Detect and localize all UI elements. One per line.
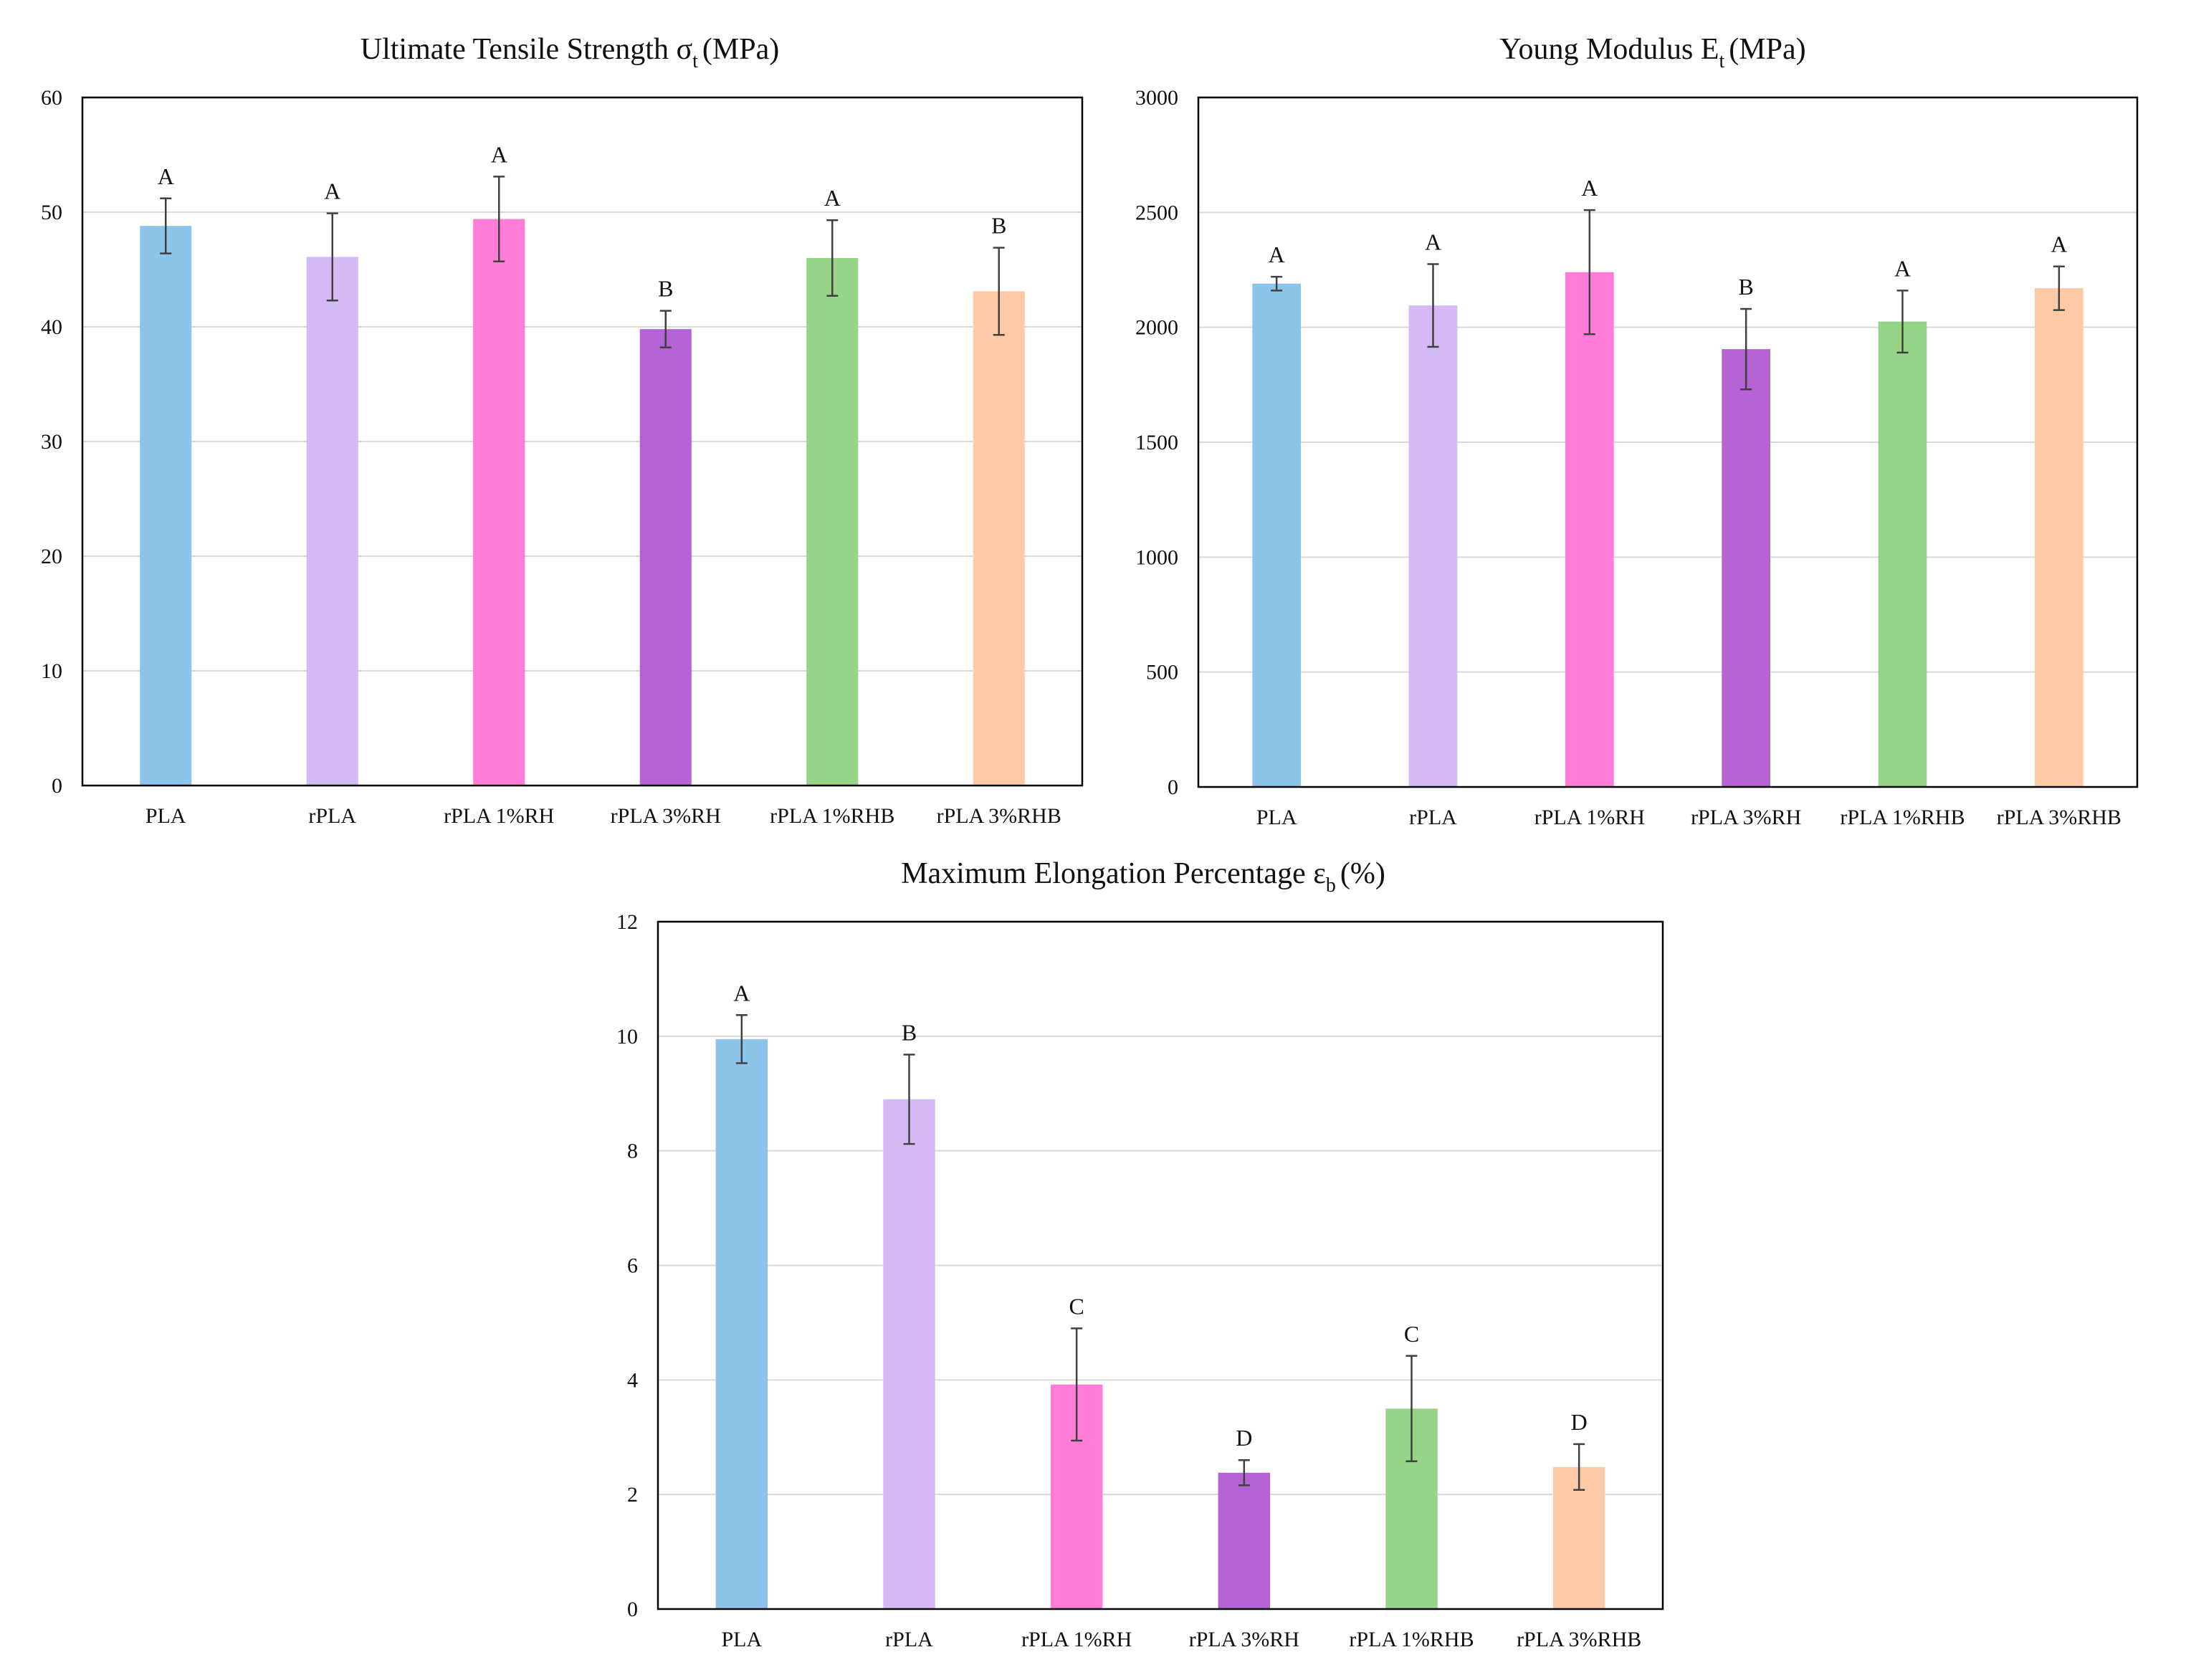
y-tick-label: 0 bbox=[52, 774, 62, 798]
y-tick-label: 2000 bbox=[1135, 316, 1178, 340]
y-tick-label: 40 bbox=[41, 315, 62, 339]
category-label: PLA bbox=[721, 1628, 762, 1651]
bar bbox=[306, 257, 358, 786]
y-tick-label: 0 bbox=[627, 1598, 638, 1621]
category-label: rPLA bbox=[308, 804, 356, 828]
significance-label: A bbox=[733, 980, 750, 1006]
y-tick-label: 6 bbox=[627, 1254, 638, 1278]
category-label: rPLA 1%RH bbox=[444, 804, 554, 828]
chart-title-unit: (MPa) bbox=[702, 33, 779, 66]
significance-label: B bbox=[1738, 274, 1753, 300]
significance-label: C bbox=[1069, 1293, 1084, 1319]
category-label: PLA bbox=[145, 804, 186, 828]
y-tick-label: 0 bbox=[1168, 775, 1178, 799]
significance-label: A bbox=[1269, 242, 1285, 267]
plot-frame bbox=[1197, 96, 2139, 788]
chart-title-unit: (MPa) bbox=[1729, 33, 1805, 66]
category-label: PLA bbox=[1256, 806, 1297, 829]
y-tick-label: 12 bbox=[616, 910, 638, 934]
chart-title: Maximum Elongation Percentage εb (%) bbox=[901, 857, 1385, 897]
significance-label: B bbox=[991, 213, 1006, 239]
significance-label: A bbox=[824, 185, 841, 211]
y-tick-label: 10 bbox=[616, 1025, 638, 1049]
category-label: rPLA 1%RHB bbox=[770, 804, 894, 828]
chart-title-main: Maximum Elongation Percentage ε bbox=[901, 857, 1326, 890]
chart-title-subscript: b bbox=[1326, 874, 1336, 897]
category-label: rPLA 3%RHB bbox=[1517, 1628, 1641, 1651]
significance-label: A bbox=[158, 163, 174, 189]
bar bbox=[1722, 349, 1771, 787]
y-tick-label: 500 bbox=[1146, 661, 1178, 684]
y-tick-label: 2500 bbox=[1135, 201, 1178, 224]
y-tick-label: 30 bbox=[41, 430, 62, 454]
significance-label: B bbox=[902, 1019, 917, 1045]
bar bbox=[1565, 272, 1614, 787]
y-tick-label: 60 bbox=[41, 86, 62, 110]
y-tick-label: 2 bbox=[627, 1483, 638, 1507]
bar bbox=[2034, 288, 2083, 787]
chart-title: Young Modulus Et (MPa) bbox=[1499, 33, 1805, 72]
category-label: rPLA 3%RH bbox=[1691, 806, 1801, 829]
chart-title-subscript: t bbox=[1719, 50, 1725, 72]
bar bbox=[973, 291, 1025, 786]
bar bbox=[715, 1039, 768, 1609]
bar bbox=[639, 329, 692, 786]
bar bbox=[140, 226, 192, 786]
significance-label: D bbox=[1236, 1425, 1252, 1451]
plot-frame bbox=[81, 96, 1084, 787]
bar bbox=[883, 1099, 935, 1609]
y-tick-label: 20 bbox=[41, 545, 62, 568]
significance-label: A bbox=[1894, 255, 1911, 281]
y-tick-label: 1000 bbox=[1135, 545, 1178, 569]
y-tick-label: 1500 bbox=[1135, 431, 1178, 454]
category-label: rPLA 3%RH bbox=[611, 804, 721, 828]
bar bbox=[806, 258, 859, 786]
plot-frame bbox=[657, 920, 1664, 1610]
category-label: rPLA bbox=[885, 1628, 933, 1651]
bar bbox=[1218, 1472, 1271, 1609]
category-label: rPLA 3%RH bbox=[1189, 1628, 1299, 1651]
category-label: rPLA 3%RHB bbox=[937, 804, 1061, 828]
chart-title-main: Young Modulus E bbox=[1499, 33, 1719, 66]
y-tick-label: 3000 bbox=[1135, 86, 1178, 110]
chart-title: Ultimate Tensile Strength σt (MPa) bbox=[361, 33, 779, 72]
bar bbox=[473, 219, 525, 786]
category-label: rPLA 1%RH bbox=[1534, 806, 1645, 829]
significance-label: A bbox=[1425, 229, 1441, 254]
bar bbox=[1878, 321, 1927, 787]
chart-title-unit: (%) bbox=[1340, 857, 1385, 890]
bar bbox=[1408, 305, 1458, 787]
significance-label: A bbox=[2051, 232, 2067, 257]
significance-label: A bbox=[1581, 175, 1598, 201]
y-tick-label: 50 bbox=[41, 201, 62, 224]
significance-label: A bbox=[324, 178, 340, 204]
significance-label: B bbox=[658, 276, 673, 302]
chart-title-subscript: t bbox=[692, 50, 698, 72]
significance-label: D bbox=[1571, 1409, 1588, 1435]
category-label: rPLA 1%RHB bbox=[1349, 1628, 1474, 1651]
y-tick-label: 8 bbox=[627, 1140, 638, 1163]
significance-label: C bbox=[1404, 1321, 1419, 1347]
category-label: rPLA 3%RHB bbox=[1997, 806, 2121, 829]
category-label: rPLA bbox=[1409, 806, 1457, 829]
y-tick-label: 10 bbox=[41, 659, 62, 683]
bar bbox=[1252, 283, 1302, 787]
y-tick-label: 4 bbox=[627, 1368, 638, 1392]
category-label: rPLA 1%RH bbox=[1021, 1628, 1132, 1651]
chart-title-main: Ultimate Tensile Strength σ bbox=[361, 33, 692, 66]
significance-label: A bbox=[491, 141, 507, 167]
category-label: rPLA 1%RHB bbox=[1840, 806, 1965, 829]
